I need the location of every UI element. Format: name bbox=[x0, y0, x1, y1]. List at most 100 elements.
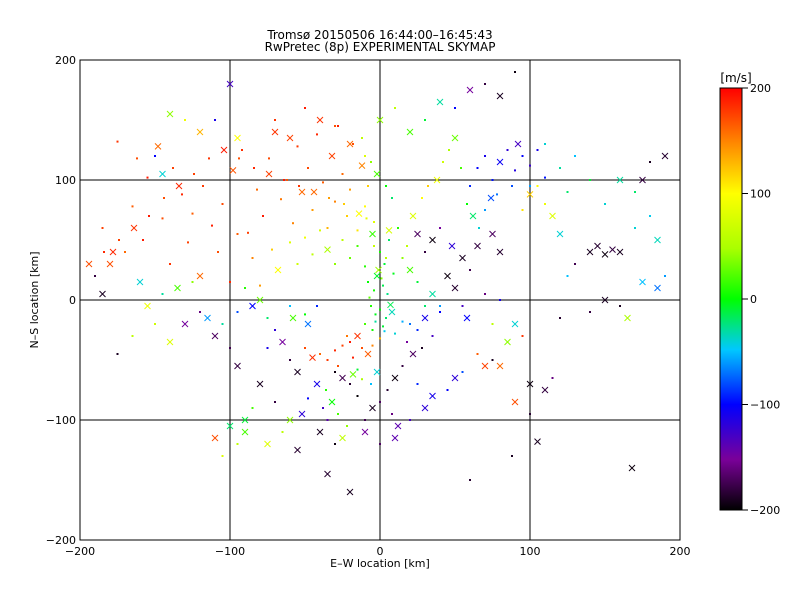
data-point-dot bbox=[229, 281, 231, 283]
data-point-dot bbox=[161, 293, 164, 295]
data-point-cross bbox=[451, 134, 459, 142]
data-point-dot bbox=[529, 413, 531, 415]
data-point-dot bbox=[421, 347, 423, 349]
data-point-dot bbox=[379, 251, 381, 253]
data-point-cross bbox=[358, 162, 366, 169]
data-point-dot bbox=[146, 176, 149, 179]
data-point-dot bbox=[292, 222, 294, 225]
data-point-dot bbox=[496, 193, 498, 196]
data-point-cross bbox=[466, 86, 474, 94]
data-point-dot bbox=[634, 191, 636, 193]
data-point-dot bbox=[319, 353, 321, 355]
x-axis-ticks: −200 −100 0 100 200 bbox=[65, 60, 691, 558]
data-point-cross bbox=[154, 143, 162, 150]
data-point-cross bbox=[448, 242, 456, 250]
data-point-dot bbox=[416, 329, 419, 331]
data-point-dot bbox=[491, 359, 494, 361]
data-point-dot bbox=[256, 188, 258, 191]
data-point-cross bbox=[414, 230, 421, 238]
data-point-cross bbox=[496, 92, 504, 100]
data-point-cross bbox=[541, 386, 549, 394]
data-point-dot bbox=[574, 263, 576, 265]
data-point-cross bbox=[429, 236, 436, 244]
data-point-dot bbox=[136, 157, 138, 160]
data-point-cross bbox=[339, 434, 346, 442]
data-point-dot bbox=[103, 251, 105, 253]
data-point-dot bbox=[373, 289, 375, 292]
data-point-dot bbox=[337, 125, 339, 127]
data-point-dot bbox=[536, 149, 539, 151]
grid-lines bbox=[80, 60, 680, 540]
data-point-dot bbox=[649, 161, 651, 163]
data-point-dot bbox=[491, 323, 494, 325]
data-point-dot bbox=[316, 305, 318, 307]
data-point-cross bbox=[211, 434, 219, 442]
data-point-dot bbox=[368, 296, 371, 299]
x-tick-label: 100 bbox=[520, 545, 541, 558]
data-point-dot bbox=[154, 155, 156, 157]
data-point-dot bbox=[401, 320, 404, 323]
data-point-dot bbox=[271, 248, 273, 251]
data-point-dot bbox=[304, 347, 306, 349]
data-point-dot bbox=[439, 227, 441, 229]
data-point-cross bbox=[241, 428, 249, 436]
data-point-cross bbox=[339, 374, 346, 382]
colorbar-tick-label: −100 bbox=[750, 399, 780, 412]
data-point-dot bbox=[304, 107, 306, 109]
data-point-dot bbox=[244, 287, 246, 289]
data-point-cross bbox=[409, 212, 417, 220]
data-point-dot bbox=[316, 133, 318, 136]
data-point-dot bbox=[334, 349, 336, 352]
data-point-dot bbox=[181, 193, 183, 196]
data-point-cross bbox=[487, 194, 495, 202]
data-point-dot bbox=[361, 347, 363, 349]
data-point-cross bbox=[256, 296, 264, 304]
data-point-cross bbox=[616, 176, 624, 184]
data-point-dot bbox=[392, 272, 395, 275]
data-point-dot bbox=[236, 233, 239, 235]
data-point-dot bbox=[191, 212, 194, 215]
data-point-cross bbox=[279, 338, 286, 346]
data-point-cross bbox=[211, 332, 219, 340]
data-point-dot bbox=[337, 413, 339, 415]
data-point-dot bbox=[356, 368, 359, 371]
data-point-dot bbox=[211, 224, 213, 227]
data-point-cross bbox=[639, 176, 646, 184]
data-point-cross bbox=[324, 470, 331, 478]
data-point-cross bbox=[234, 134, 241, 142]
data-point-dot bbox=[484, 83, 486, 85]
data-point-dot bbox=[184, 119, 186, 121]
data-point-dot bbox=[202, 185, 204, 187]
data-point-dot bbox=[476, 167, 479, 169]
data-point-dot bbox=[427, 185, 429, 187]
data-point-dot bbox=[514, 169, 516, 172]
data-point-dot bbox=[409, 419, 411, 421]
data-point-cross bbox=[496, 158, 504, 166]
data-point-cross bbox=[144, 302, 151, 310]
data-point-dot bbox=[460, 167, 462, 169]
data-point-dot bbox=[352, 356, 354, 359]
data-point-cross bbox=[376, 116, 384, 124]
data-point-cross bbox=[387, 301, 394, 309]
data-point-dot bbox=[118, 239, 120, 241]
data-point-dot bbox=[148, 215, 150, 217]
y-tick-label: −100 bbox=[46, 414, 76, 427]
data-point-dot bbox=[334, 200, 336, 203]
data-point-dot bbox=[511, 185, 513, 187]
data-point-dot bbox=[349, 257, 351, 259]
data-point-cross bbox=[316, 116, 324, 124]
data-point-dot bbox=[214, 119, 216, 121]
data-point-dot bbox=[334, 443, 336, 445]
data-point-cross bbox=[241, 416, 249, 424]
data-point-dot bbox=[259, 284, 261, 287]
data-point-dot bbox=[664, 275, 666, 277]
data-point-cross bbox=[459, 254, 466, 262]
data-point-cross bbox=[369, 404, 376, 412]
data-point-cross bbox=[391, 434, 399, 442]
data-point-dot bbox=[367, 185, 369, 187]
data-point-dot bbox=[514, 71, 516, 73]
data-point-cross bbox=[514, 140, 522, 148]
data-point-cross bbox=[286, 416, 294, 424]
data-point-dot bbox=[172, 167, 174, 169]
data-point-cross bbox=[196, 272, 204, 280]
